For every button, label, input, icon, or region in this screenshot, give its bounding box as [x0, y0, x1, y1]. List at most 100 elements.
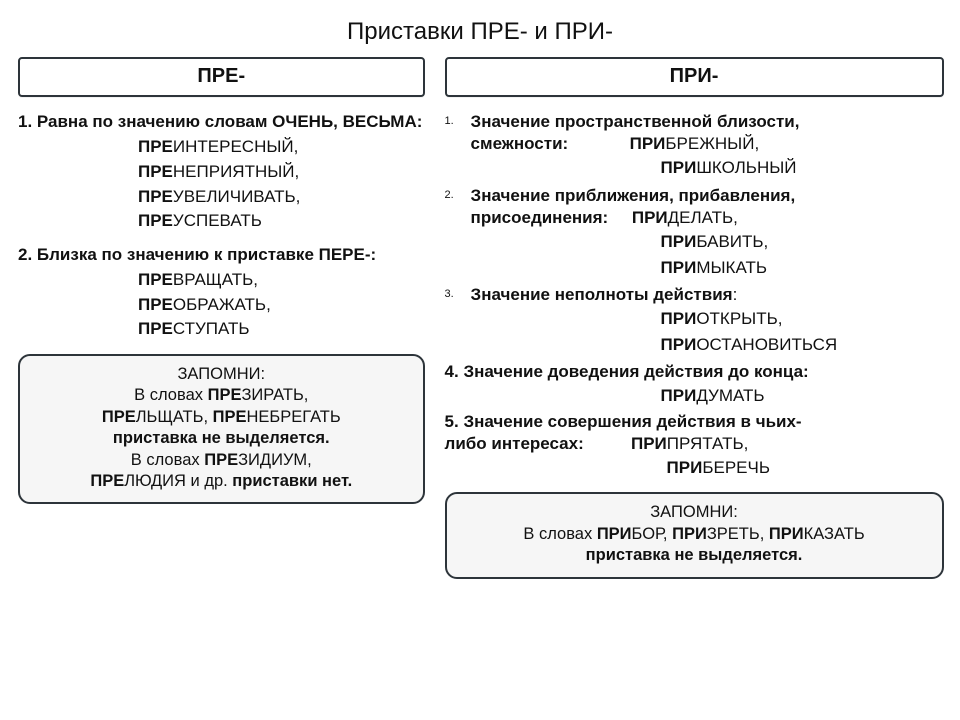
col-pri: ПРИ- Значение пространственной близости,… — [445, 57, 944, 579]
note-line: приставка не выделяется. — [457, 545, 932, 566]
ex: ПРЕ — [138, 295, 173, 314]
t: ПРИ — [632, 208, 668, 227]
ex: ПРИМЫКАТЬ — [471, 255, 944, 281]
t: ПРИ — [661, 158, 697, 177]
ex: СТУПАТЬ — [173, 319, 250, 338]
rule-text: Значение приближения, прибавления, — [471, 185, 944, 207]
t: ПРЕ — [213, 408, 247, 426]
t: КАЗАТЬ — [804, 525, 865, 543]
ex: ПРЕ — [138, 162, 173, 181]
t: БАВИТЬ, — [696, 232, 768, 251]
ex: ПРЕ — [138, 187, 173, 206]
t: ПРИ — [631, 434, 667, 453]
t: МЫКАТЬ — [696, 258, 767, 277]
t: присоединения: — [471, 208, 609, 227]
header-pri: ПРИ- — [445, 57, 944, 97]
t: ПРИ — [661, 309, 697, 328]
t: ПРИ — [597, 525, 632, 543]
t: ЗИРАТЬ, — [241, 386, 308, 404]
ex: ИНТЕРЕСНЫЙ, — [173, 137, 298, 156]
t: либо интересах: — [445, 434, 584, 453]
pri-rule-5a: 5. Значение совершения действия в чьих- — [445, 411, 944, 433]
t: ПРИ — [661, 258, 697, 277]
ex: ПРЕ — [138, 137, 173, 156]
t: В словах — [134, 386, 207, 404]
t: ПРИ — [661, 386, 697, 405]
pri-rule-2: Значение приближения, прибавления, присо… — [445, 185, 944, 280]
pri-rules: Значение пространственной близости, смеж… — [445, 111, 944, 357]
t: В словах — [131, 451, 204, 469]
columns: ПРЕ- 1. Равна по значению словам ОЧЕНЬ, … — [18, 57, 942, 579]
rule-text: присоединения: ПРИДЕЛАТЬ, — [471, 207, 944, 229]
t: БОР, — [632, 525, 673, 543]
pre-rule1: 1. Равна по значению словам ОЧЕНЬ, ВЕСЬМ… — [18, 111, 425, 133]
t: ПРИ — [667, 458, 703, 477]
t: ПРЯТАТЬ, — [667, 434, 749, 453]
t: ПРЕ — [90, 472, 124, 490]
t: ПРИ — [661, 232, 697, 251]
ex: ПРИОТКРЫТЬ, — [471, 306, 944, 332]
ex: ПРЕ — [138, 211, 173, 230]
note-line: приставка не выделяется. — [30, 428, 413, 449]
ex: ВРАЩАТЬ, — [173, 270, 258, 289]
t: ПРЕ — [102, 408, 136, 426]
rule-text: смежности: ПРИБРЕЖНЫЙ, — [471, 133, 944, 155]
t: Значение неполноты действия — [471, 285, 733, 304]
header-pre: ПРЕ- — [18, 57, 425, 97]
pre-rule2: 2. Близка по значению к приставке ПЕРЕ-: — [18, 244, 425, 266]
ex: ПРЕ — [138, 319, 173, 338]
t: В словах — [523, 525, 596, 543]
t: ЛЮДИЯ — [124, 472, 186, 490]
t: ДУМАТЬ — [696, 386, 764, 405]
t: ЗРЕТЬ, — [707, 525, 769, 543]
t: смежности: — [471, 134, 569, 153]
ex: ПРИДУМАТЬ — [445, 383, 944, 409]
t: ОТКРЫТЬ, — [696, 309, 782, 328]
pre-rule2-examples: ПРЕВРАЩАТЬ, ПРЕОБРАЖАТЬ, ПРЕСТУПАТЬ — [18, 268, 425, 342]
ex: ПРИБЕРЕЧЬ — [445, 455, 944, 481]
ex: ПРЕ — [138, 270, 173, 289]
t: ПРЕ — [208, 386, 242, 404]
t: НЕБРЕГАТЬ — [247, 408, 341, 426]
rule-text: Значение неполноты действия: — [471, 284, 944, 306]
note-line: ПРЕЛЮДИЯ и др. приставки нет. — [30, 471, 413, 492]
t: БРЕЖНЫЙ, — [665, 134, 759, 153]
pri-rule-1: Значение пространственной близости, смеж… — [445, 111, 944, 181]
t: ЛЬЩАТЬ, — [136, 408, 213, 426]
t: ПРИ — [630, 134, 666, 153]
note-line: ПРЕЛЬЩАТЬ, ПРЕНЕБРЕГАТЬ — [30, 407, 413, 428]
note-title: ЗАПОМНИ: — [457, 502, 932, 523]
ex: ПРИОСТАНОВИТЬСЯ — [471, 332, 944, 358]
ex: ПРИШКОЛЬНЫЙ — [471, 155, 944, 181]
ex: ПРИБАВИТЬ, — [471, 229, 944, 255]
t: БЕРЕЧЬ — [702, 458, 770, 477]
pre-rule1-examples: ПРЕИНТЕРЕСНЫЙ, ПРЕНЕПРИЯТНЫЙ, ПРЕУВЕЛИЧИ… — [18, 135, 425, 234]
note-line: В словах ПРЕЗИДИУМ, — [30, 450, 413, 471]
t: ОСТАНОВИТЬСЯ — [696, 335, 837, 354]
page-title: Приставки ПРЕ- и ПРИ- — [18, 16, 942, 47]
t: ПРИ — [769, 525, 804, 543]
col-pre: ПРЕ- 1. Равна по значению словам ОЧЕНЬ, … — [18, 57, 425, 579]
note-title: ЗАПОМНИ: — [30, 364, 413, 385]
rule-text: Значение пространственной близости, — [471, 111, 944, 133]
note-line: В словах ПРЕЗИРАТЬ, — [30, 385, 413, 406]
t: ПРИ — [672, 525, 707, 543]
ex: ОБРАЖАТЬ, — [173, 295, 271, 314]
t: : — [733, 285, 738, 304]
ex: НЕПРИЯТНЫЙ, — [173, 162, 299, 181]
t: приставки нет. — [232, 472, 352, 490]
pri-rule-3: Значение неполноты действия: ПРИОТКРЫТЬ,… — [445, 284, 944, 357]
pri-rule-5b: либо интересах: ПРИПРЯТАТЬ, — [445, 433, 944, 455]
t: ПРИ — [661, 335, 697, 354]
t: ЗИДИУМ, — [238, 451, 312, 469]
ex: УСПЕВАТЬ — [173, 211, 262, 230]
t: ДЕЛАТЬ, — [668, 208, 738, 227]
ex: УВЕЛИЧИВАТЬ, — [173, 187, 300, 206]
t: и др. — [186, 472, 232, 490]
pri-rule-4: 4. Значение доведения действия до конца: — [445, 361, 944, 383]
pre-note: ЗАПОМНИ: В словах ПРЕЗИРАТЬ, ПРЕЛЬЩАТЬ, … — [18, 354, 425, 505]
t: ШКОЛЬНЫЙ — [696, 158, 796, 177]
t: ПРЕ — [204, 451, 238, 469]
pri-note: ЗАПОМНИ: В словах ПРИБОР, ПРИЗРЕТЬ, ПРИК… — [445, 492, 944, 578]
note-line: В словах ПРИБОР, ПРИЗРЕТЬ, ПРИКАЗАТЬ — [457, 524, 932, 545]
